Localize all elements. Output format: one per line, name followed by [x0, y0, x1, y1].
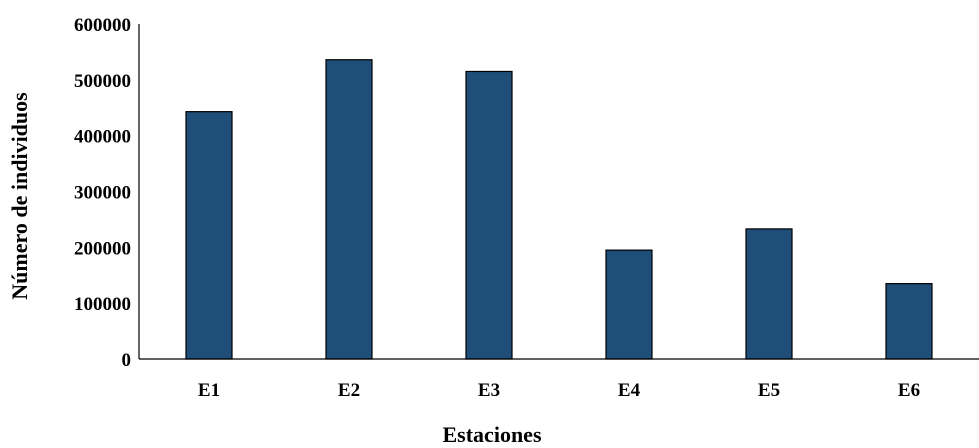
y-axis-title: Número de individuos	[7, 92, 32, 300]
y-tick-label: 600000	[74, 15, 131, 36]
x-tick-label-e4: E4	[618, 380, 641, 401]
x-tick-label-e3: E3	[478, 380, 500, 401]
bar-e1	[185, 111, 233, 360]
bar-e4	[605, 249, 653, 360]
y-tick-label: 300000	[74, 183, 131, 204]
bar-e3	[465, 70, 513, 360]
bar-e2	[325, 59, 373, 360]
y-axis-ticks: 0 100000 200000 300000 400000 500000 600000	[74, 15, 131, 371]
x-tick-label-e1: E1	[198, 380, 220, 401]
x-axis-title: Estaciones	[443, 422, 542, 447]
y-tick-label: 100000	[74, 294, 131, 315]
x-tick-label-e2: E2	[338, 380, 360, 401]
y-tick-label: 400000	[74, 127, 131, 148]
x-tick-label-e6: E6	[898, 380, 920, 401]
x-tick-label-e5: E5	[758, 380, 780, 401]
y-tick-label: 0	[122, 350, 132, 371]
y-tick-label: 500000	[74, 71, 131, 92]
y-tick-label: 200000	[74, 238, 131, 259]
x-axis-ticks: E1 E2 E3 E4 E5 E6	[198, 380, 920, 401]
bars	[185, 59, 933, 360]
bar-e6	[885, 283, 933, 360]
bar-e5	[745, 228, 793, 360]
